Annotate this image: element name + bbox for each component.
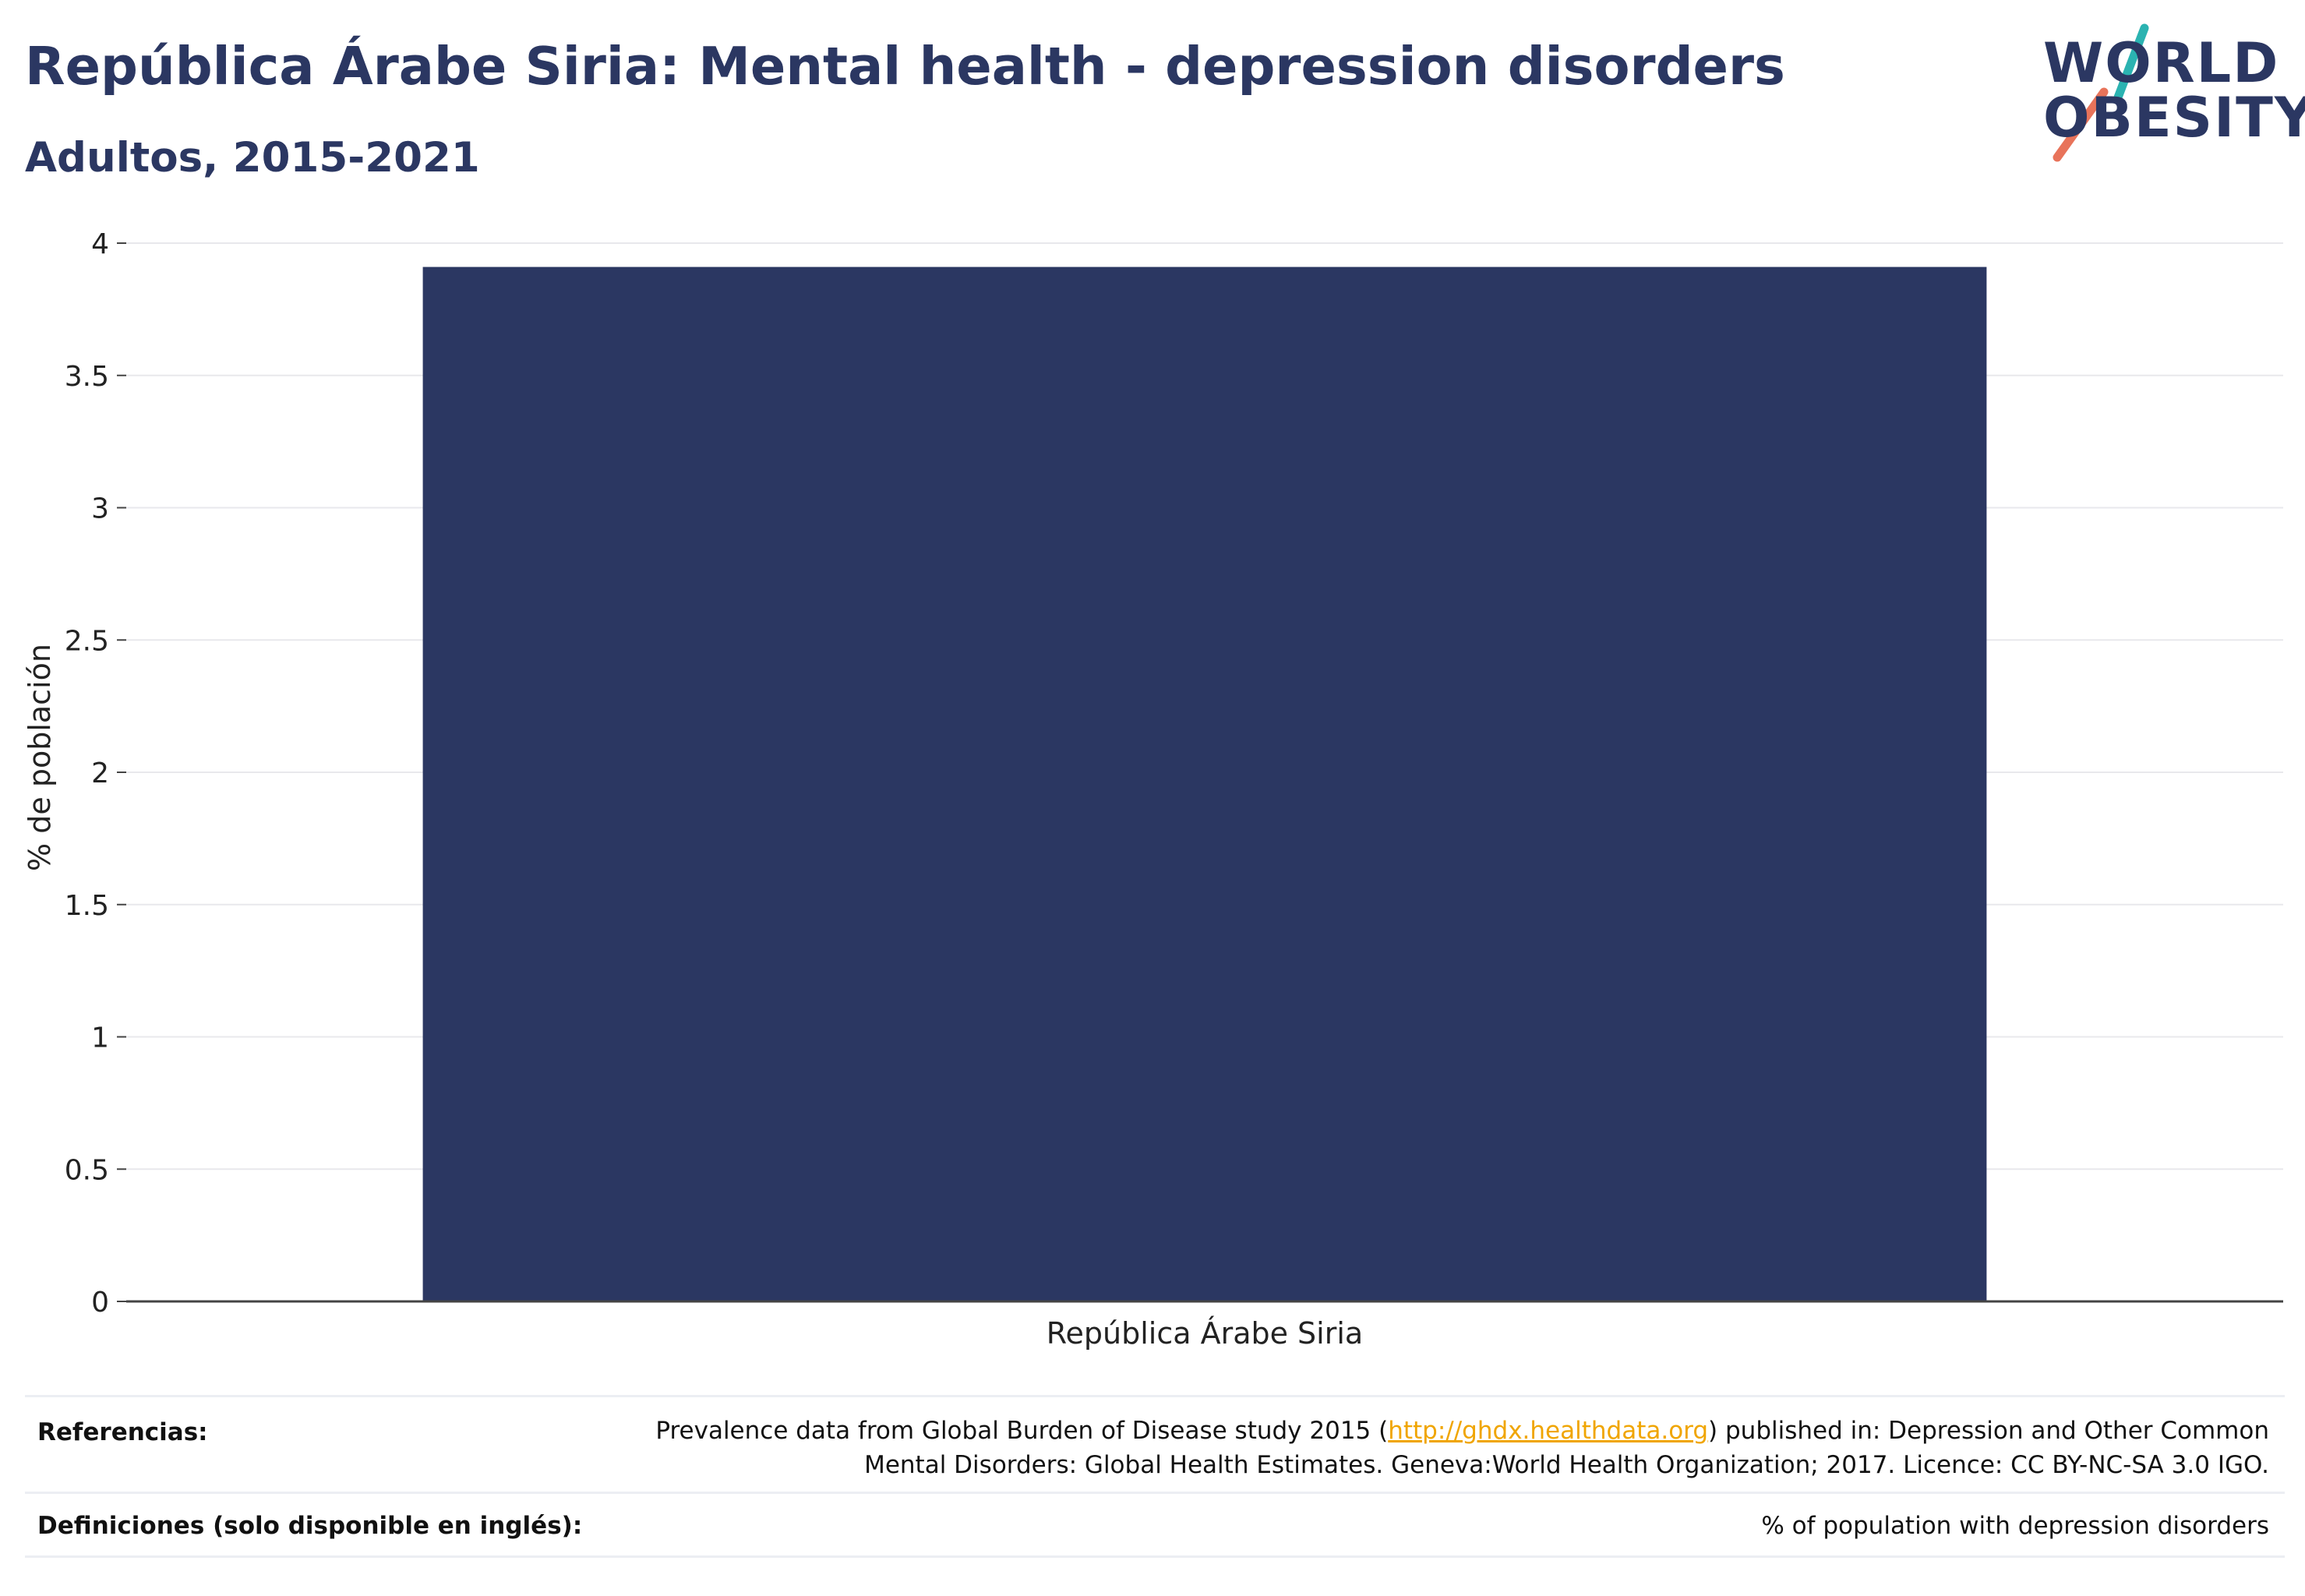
references-pre: Prevalence data from Global Burden of Di… bbox=[655, 1417, 1389, 1445]
references-line-2: Mental Disorders: Global Health Estimate… bbox=[864, 1451, 2269, 1479]
y-tick-label: 3 bbox=[91, 493, 109, 525]
bar bbox=[422, 267, 1987, 1302]
references-line-1: Prevalence data from Global Burden of Di… bbox=[655, 1414, 2269, 1448]
footer-divider-bottom bbox=[25, 1555, 2285, 1558]
logo-text-world: WORLD bbox=[2043, 31, 2280, 95]
bar-chart: 0 0.5 1 1.5 2 2.5 3 3.5 4 República Árabe Siria %… bbox=[23, 228, 2283, 1351]
y-tick-label: 3.5 bbox=[65, 361, 109, 393]
definitions-label: Definiciones (solo disponible en inglés)… bbox=[37, 1512, 583, 1540]
y-tick-label: 0.5 bbox=[65, 1154, 109, 1186]
references-link[interactable]: http://ghdx.healthdata.org bbox=[1388, 1417, 1709, 1445]
logo-slash-icon bbox=[2053, 23, 2149, 162]
definitions-text: % of population with depression disorder… bbox=[1761, 1512, 2269, 1540]
references-text: Prevalence data from Global Burden of Di… bbox=[655, 1414, 2269, 1482]
x-tick-label: República Árabe Siria bbox=[1047, 1316, 1363, 1351]
bars bbox=[422, 267, 1987, 1302]
axes: 0 0.5 1 1.5 2 2.5 3 3.5 4 República Árabe Siria bbox=[65, 228, 2283, 1351]
references-label: Referencias: bbox=[37, 1418, 208, 1446]
footer-divider-top bbox=[25, 1395, 2285, 1397]
world-obesity-logo: WORLD OBESITY bbox=[2026, 23, 2305, 164]
references-post: ) published in: Depression and Other Com… bbox=[1708, 1417, 2269, 1445]
y-tick-label: 0 bbox=[91, 1287, 109, 1319]
y-tick-label: 4 bbox=[91, 228, 109, 260]
y-tick-label: 1.5 bbox=[65, 890, 109, 922]
page-title: República Árabe Siria: Mental health - d… bbox=[25, 36, 1785, 97]
logo-text-obesity: OBESITY bbox=[2043, 86, 2305, 150]
y-tick-label: 1 bbox=[91, 1022, 109, 1054]
y-axis-label: % de población bbox=[23, 644, 57, 871]
y-tick-label: 2 bbox=[91, 757, 109, 789]
footer-divider-middle bbox=[25, 1492, 2285, 1494]
page-subtitle: Adultos, 2015-2021 bbox=[25, 134, 480, 182]
y-tick-label: 2.5 bbox=[65, 625, 109, 657]
